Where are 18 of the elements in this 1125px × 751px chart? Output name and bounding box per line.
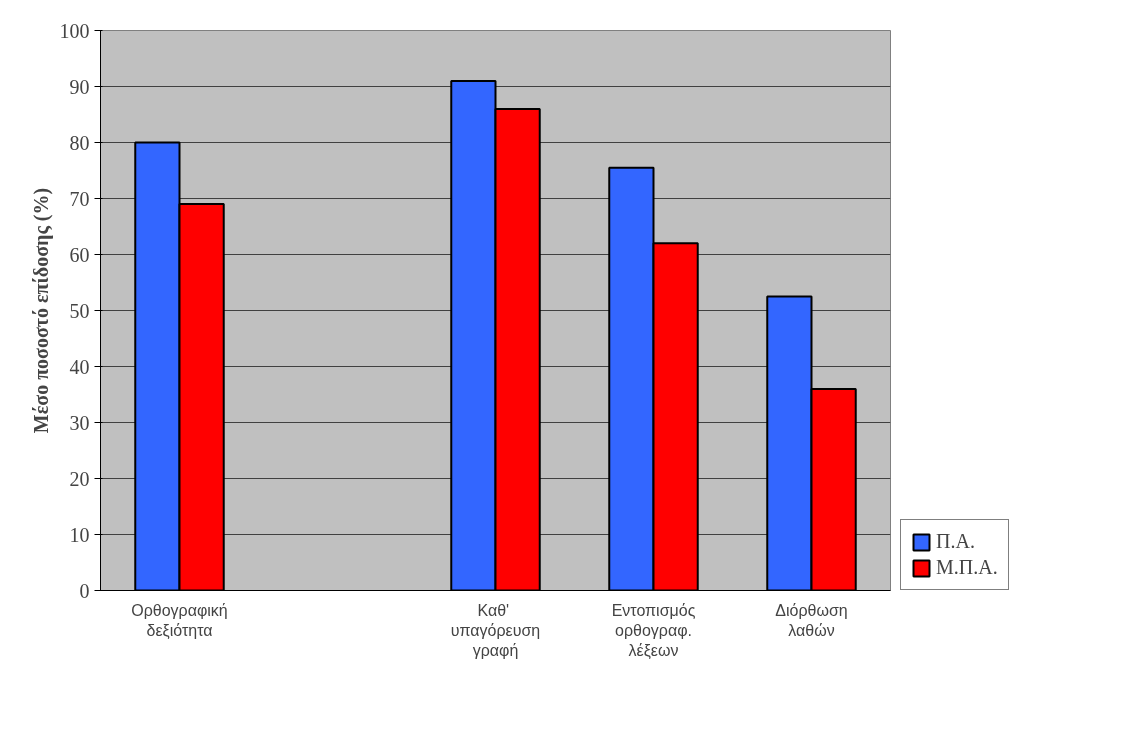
y-tick-label: 50 [69, 299, 90, 322]
y-tick-label: 30 [69, 411, 90, 434]
y-tick-label: 20 [69, 467, 90, 490]
y-tick-label: 70 [69, 187, 90, 210]
legend-label: Π.Α. [936, 530, 975, 553]
x-tick-label: Εντοπισμός ορθογραφ. λέξεων [611, 601, 696, 661]
legend-label: Μ.Π.Α. [936, 556, 998, 579]
y-tick-label: 40 [69, 355, 90, 378]
y-tick-label: 80 [69, 131, 90, 154]
y-tick-label: 100 [59, 19, 90, 42]
y-tick-label: 90 [69, 75, 90, 98]
y-tick-label: 60 [69, 243, 90, 266]
y-tick-label: 0 [79, 579, 90, 602]
x-tick-label: Καθ' υπαγόρευση γραφή [450, 601, 541, 660]
x-tick-label: Διόρθωση λαθών [775, 601, 848, 639]
y-axis-title: Μέσο ποσοστό επίδοσης (%) [29, 187, 53, 434]
y-tick-label: 10 [69, 523, 90, 546]
x-tick-label: Ορθογραφική δεξιότητα [131, 601, 228, 640]
